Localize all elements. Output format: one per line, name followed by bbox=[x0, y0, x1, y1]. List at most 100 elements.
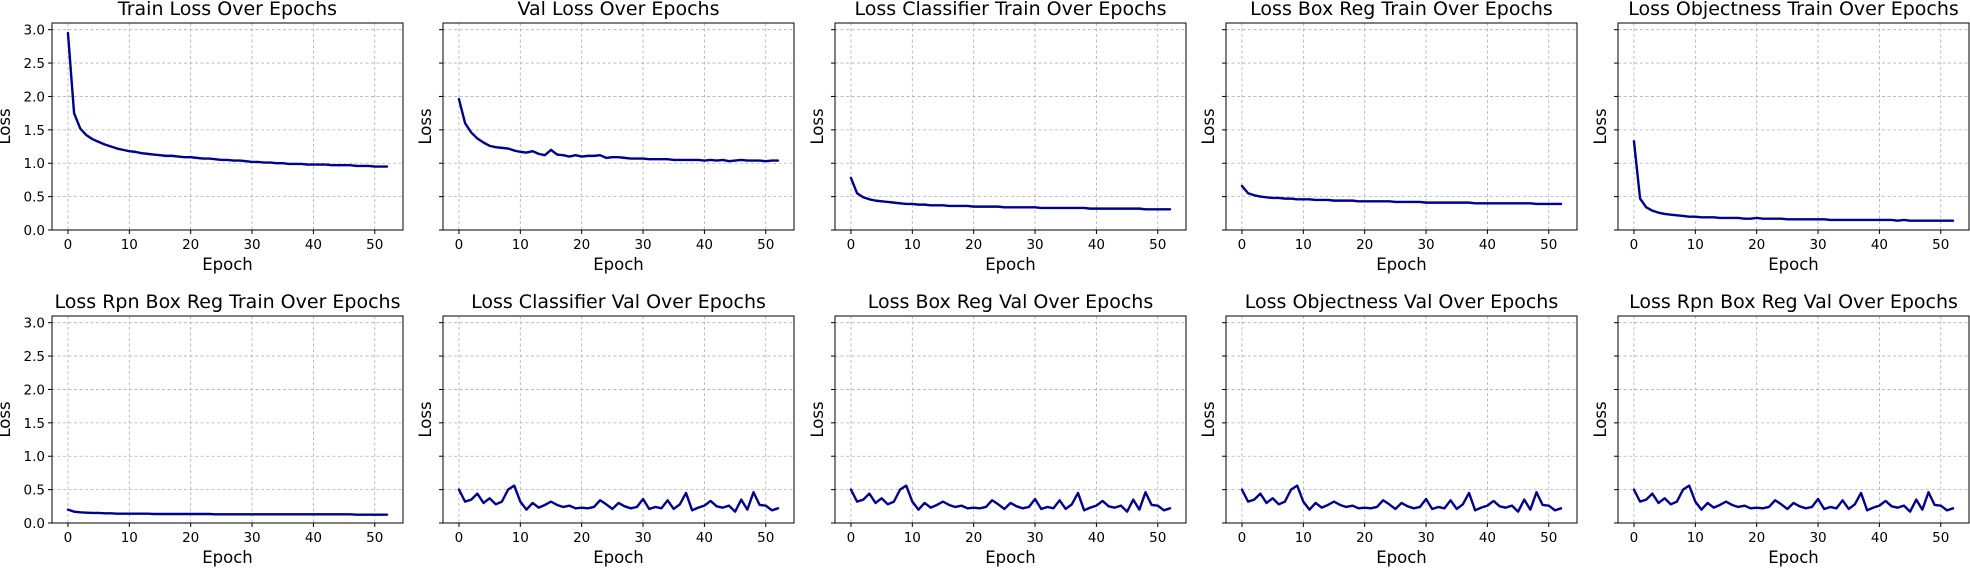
x-tick-label: 10 bbox=[512, 530, 529, 546]
x-tick-label: 0 bbox=[64, 237, 73, 253]
x-tick-label: 10 bbox=[904, 237, 921, 253]
x-tick-label: 0 bbox=[847, 237, 856, 253]
plot-frame bbox=[1225, 22, 1578, 231]
x-tick-label: 20 bbox=[965, 530, 982, 546]
x-tick-label: 30 bbox=[243, 237, 260, 253]
x-tick-label: 40 bbox=[305, 530, 322, 546]
x-tick-label: 40 bbox=[1088, 237, 1105, 253]
y-axis-label: Loss bbox=[1199, 108, 1218, 144]
loss-series-line bbox=[457, 484, 780, 513]
x-tick-label: 50 bbox=[366, 237, 383, 253]
plot-frame bbox=[51, 315, 404, 524]
x-tick-label: 10 bbox=[1295, 530, 1312, 546]
x-axis-label: Epoch bbox=[1768, 255, 1819, 274]
x-tick-label: 40 bbox=[1479, 237, 1496, 253]
x-tick-label: 50 bbox=[1149, 237, 1166, 253]
y-tick-label: 3.0 bbox=[24, 23, 45, 39]
y-axis-label: Loss bbox=[416, 108, 435, 144]
chart-panel-1: 0 10 20 30 40 50 0.0 0.5 1.0 1.5 2.0 2.5 3.0 Train Lo… bbox=[0, 0, 404, 274]
x-tick-label: 0 bbox=[455, 530, 464, 546]
y-tick-label: 0.5 bbox=[24, 190, 45, 206]
x-axis-label: Epoch bbox=[985, 255, 1036, 274]
x-tick-label: 30 bbox=[634, 530, 651, 546]
x-tick-label: 0 bbox=[1630, 530, 1639, 546]
x-tick-label: 40 bbox=[696, 237, 713, 253]
x-tick-label: 40 bbox=[1871, 237, 1888, 253]
x-tick-label: 0 bbox=[64, 530, 73, 546]
x-tick-label: 20 bbox=[573, 530, 590, 546]
x-tick-label: 10 bbox=[1687, 530, 1704, 546]
plot-frame bbox=[834, 22, 1187, 231]
x-tick-label: 30 bbox=[1026, 237, 1043, 253]
loss-series-line bbox=[849, 484, 1172, 513]
x-tick-label: 50 bbox=[1149, 530, 1166, 546]
loss-series-line bbox=[457, 97, 780, 163]
y-tick-label: 2.0 bbox=[24, 382, 45, 398]
x-tick-label: 20 bbox=[1748, 530, 1765, 546]
x-tick-label: 50 bbox=[757, 237, 774, 253]
chart-panel-3: 0 10 20 30 40 50 Loss Classifier Train Over Ep… bbox=[808, 0, 1187, 274]
x-tick-label: 10 bbox=[121, 530, 138, 546]
chart-title: Loss Objectness Train Over Epochs bbox=[1628, 0, 1959, 20]
x-tick-label: 30 bbox=[1809, 237, 1826, 253]
x-axis-label: Epoch bbox=[1376, 255, 1427, 274]
chart-title: Loss Classifier Val Over Epochs bbox=[471, 291, 766, 313]
chart-title: Loss Classifier Train Over Epochs bbox=[855, 0, 1167, 20]
loss-series-line bbox=[1632, 484, 1955, 513]
x-tick-label: 40 bbox=[696, 530, 713, 546]
plot-frame bbox=[442, 315, 795, 524]
plot-frame bbox=[1617, 22, 1970, 231]
y-axis-label: Loss bbox=[808, 401, 827, 437]
x-tick-label: 0 bbox=[1630, 237, 1639, 253]
plot-frame bbox=[442, 22, 795, 231]
y-axis-label: Loss bbox=[416, 401, 435, 437]
y-tick-label: 2.5 bbox=[24, 56, 45, 72]
y-axis-label: Loss bbox=[808, 108, 827, 144]
x-tick-label: 20 bbox=[1356, 237, 1373, 253]
loss-series-line bbox=[849, 176, 1172, 211]
x-tick-label: 0 bbox=[455, 237, 464, 253]
plot-frame bbox=[51, 22, 404, 231]
x-tick-label: 50 bbox=[757, 530, 774, 546]
y-tick-label: 3.0 bbox=[24, 316, 45, 332]
y-axis-label: Loss bbox=[1199, 401, 1218, 437]
x-tick-label: 30 bbox=[1026, 530, 1043, 546]
x-tick-label: 20 bbox=[573, 237, 590, 253]
x-tick-label: 50 bbox=[366, 530, 383, 546]
x-tick-label: 30 bbox=[634, 237, 651, 253]
chart-panel-8: 0 10 20 30 40 50 Loss Box Reg Val Over Epochs E… bbox=[808, 291, 1187, 567]
x-axis-label: Epoch bbox=[1376, 548, 1427, 567]
chart-panel-7: 0 10 20 30 40 50 Loss Classifier Val Over Epoc… bbox=[416, 291, 795, 567]
chart-panel-9: 0 10 20 30 40 50 Loss Objectness Val Over Epoc… bbox=[1199, 291, 1578, 567]
x-tick-label: 50 bbox=[1932, 237, 1949, 253]
chart-title: Loss Rpn Box Reg Train Over Epochs bbox=[55, 291, 401, 313]
plot-frame bbox=[1617, 315, 1970, 524]
chart-panel-10: 0 10 20 30 40 50 Loss Rpn Box Reg Val Over Epo… bbox=[1591, 291, 1970, 567]
x-axis-label: Epoch bbox=[202, 255, 253, 274]
loss-series-line bbox=[66, 31, 389, 168]
y-axis-label: Loss bbox=[1591, 108, 1610, 144]
x-tick-label: 50 bbox=[1932, 530, 1949, 546]
y-tick-label: 2.5 bbox=[24, 349, 45, 365]
chart-panel-4: 0 10 20 30 40 50 Loss Box Reg Train Over Epoch… bbox=[1199, 0, 1578, 274]
x-tick-label: 30 bbox=[1417, 530, 1434, 546]
chart-title: Loss Box Reg Train Over Epochs bbox=[1250, 0, 1553, 20]
chart-title: Loss Rpn Box Reg Val Over Epochs bbox=[1629, 291, 1958, 313]
x-tick-label: 0 bbox=[847, 530, 856, 546]
y-tick-label: 1.0 bbox=[24, 156, 45, 172]
x-tick-label: 10 bbox=[1687, 237, 1704, 253]
x-tick-label: 0 bbox=[1238, 237, 1247, 253]
x-tick-label: 10 bbox=[904, 530, 921, 546]
x-tick-label: 20 bbox=[182, 237, 199, 253]
x-axis-label: Epoch bbox=[985, 548, 1036, 567]
y-tick-label: 1.0 bbox=[24, 449, 45, 465]
chart-title: Train Loss Over Epochs bbox=[117, 0, 337, 20]
chart-title: Val Loss Over Epochs bbox=[517, 0, 719, 20]
x-tick-label: 30 bbox=[1809, 530, 1826, 546]
x-tick-label: 50 bbox=[1540, 530, 1557, 546]
plot-frame bbox=[834, 315, 1187, 524]
y-axis-label: Loss bbox=[0, 401, 14, 437]
y-tick-label: 0.5 bbox=[24, 483, 45, 499]
loss-series-line bbox=[1632, 139, 1955, 222]
